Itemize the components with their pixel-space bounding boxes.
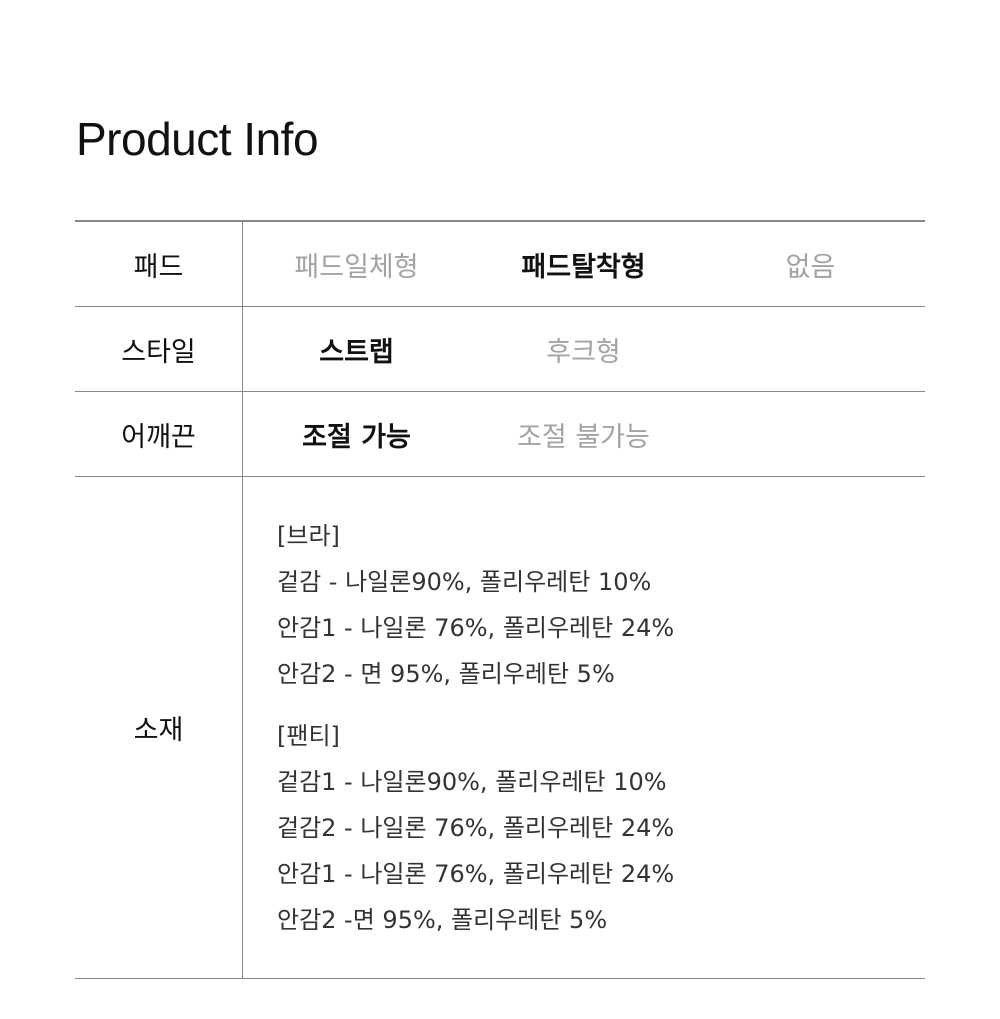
option-not-adjustable: 조절 불가능: [517, 421, 650, 453]
material-line: 겉감1 - 나일론90%, 폴리우레탄 10%: [277, 767, 667, 796]
row-shoulder-strap: 어깨끈 조절 가능 조절 불가능: [75, 391, 925, 477]
option-hook: 후크형: [546, 336, 621, 368]
group-heading: [브라]: [277, 521, 340, 550]
option-pad-integrated: 패드일체형: [294, 251, 419, 283]
product-info-table: 패드 패드일체형 패드탈착형 없음 스타일 스트랩 후크형 어깨끈 조절 가능 …: [75, 220, 925, 979]
material-line: 안감2 - 면 95%, 폴리우레탄 5%: [277, 659, 615, 688]
option-strap: 스트랩: [319, 336, 394, 368]
material-line: 겉감2 - 나일론 76%, 폴리우레탄 24%: [277, 813, 675, 842]
group-heading: [팬티]: [277, 721, 340, 750]
option-pad-removable: 패드탈착형: [521, 251, 646, 283]
row-label: 소재: [75, 476, 243, 979]
row-label: 스타일: [75, 306, 243, 392]
material-group-bra: [브라] 겉감 - 나일론90%, 폴리우레탄 10% 안감1 - 나일론 76…: [277, 513, 925, 697]
row-label: 패드: [75, 221, 243, 307]
row-material: 소재 [브라] 겉감 - 나일론90%, 폴리우레탄 10% 안감1 - 나일론…: [75, 476, 925, 979]
row-style: 스타일 스트랩 후크형: [75, 306, 925, 392]
row-pad: 패드 패드일체형 패드탈착형 없음: [75, 221, 925, 307]
material-group-panty: [팬티] 겉감1 - 나일론90%, 폴리우레탄 10% 겉감2 - 나일론 7…: [277, 713, 925, 943]
option-pad-none: 없음: [785, 251, 836, 283]
material-line: 안감2 -면 95%, 폴리우레탄 5%: [277, 905, 608, 934]
material-line: 안감1 - 나일론 76%, 폴리우레탄 24%: [277, 859, 675, 888]
row-label: 어깨끈: [75, 391, 243, 477]
page-title: Product Info: [76, 113, 319, 165]
option-adjustable: 조절 가능: [302, 421, 411, 453]
material-line: 안감1 - 나일론 76%, 폴리우레탄 24%: [277, 613, 675, 642]
material-line: 겉감 - 나일론90%, 폴리우레탄 10%: [277, 567, 652, 596]
